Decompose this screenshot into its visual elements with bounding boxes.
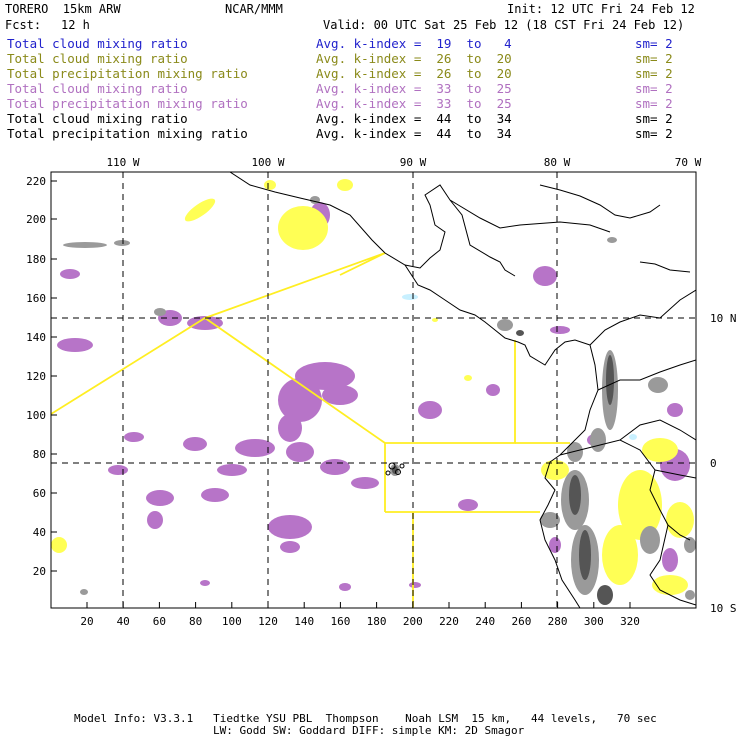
longitude-label: 70 W	[675, 156, 702, 169]
legend-smoothing: sm= 2	[635, 36, 673, 51]
y-tick-label: 80	[33, 448, 46, 461]
y-tick-label: 140	[26, 331, 46, 344]
x-tick-label: 220	[439, 615, 459, 625]
map-fields	[51, 172, 696, 608]
y-tick-label: 100	[26, 409, 46, 422]
cloud-areas-yellow	[51, 179, 694, 595]
x-axis: 20 40 60 80 100 120 140 160 180 200 220 240 260 280 30…	[80, 602, 640, 625]
legend-kindex: Avg. k-index = 44 to 34	[316, 111, 512, 126]
legend-field: Total cloud mixing ratio	[7, 51, 188, 66]
x-tick-label: 160	[330, 615, 350, 625]
legend-kindex: Avg. k-index = 33 to 25	[316, 96, 512, 111]
latitude-label: 10 N	[710, 312, 737, 325]
y-tick-label: 220	[26, 175, 46, 188]
legend-smoothing: sm= 2	[635, 111, 673, 126]
x-tick-label: 320	[620, 615, 640, 625]
legend-kindex: Avg. k-index = 44 to 34	[316, 126, 512, 141]
x-tick-label: 140	[294, 615, 314, 625]
cloud-areas-cyan	[402, 294, 637, 440]
precipitation-areas-purple	[57, 202, 690, 591]
legend-smoothing: sm= 2	[635, 66, 673, 81]
init-time: Init: 12 UTC Fri 24 Feb 12	[507, 2, 695, 16]
legend-smoothing: sm= 2	[635, 81, 673, 96]
x-tick-label: 300	[584, 615, 604, 625]
latitude-label: 0	[710, 457, 717, 470]
legend-smoothing: sm= 2	[635, 51, 673, 66]
map-figure: 220 200 180 160 140 120 100 80 60 40 20 20 40 60 80 10…	[26, 156, 737, 625]
center-name: NCAR/MMM	[225, 2, 283, 16]
y-tick-label: 40	[33, 526, 46, 539]
longitude-labels: 110 W 100 W 90 W 80 W 70 W	[106, 156, 701, 169]
y-tick-label: 180	[26, 253, 46, 266]
model-title: TORERO 15km ARW	[5, 2, 121, 16]
legend-field: Total precipitation mixing ratio	[7, 66, 248, 81]
legend-kindex: Avg. k-index = 19 to 4	[316, 36, 512, 51]
model-info-line2: LW: Godd SW: Goddard DIFF: simple KM: 2D…	[213, 724, 525, 737]
y-tick-label: 200	[26, 213, 46, 226]
legend-field: Total cloud mixing ratio	[7, 111, 188, 126]
x-tick-label: 260	[511, 615, 531, 625]
longitude-label: 110 W	[106, 156, 139, 169]
longitude-label: 80 W	[544, 156, 571, 169]
y-tick-label: 20	[33, 565, 46, 578]
map-frame	[50, 171, 697, 609]
x-tick-label: 80	[189, 615, 202, 625]
legend-field: Total precipitation mixing ratio	[7, 126, 248, 141]
longitude-label: 100 W	[251, 156, 284, 169]
y-tick-label: 160	[26, 292, 46, 305]
x-tick-label: 100	[222, 615, 242, 625]
legend-field: Total cloud mixing ratio	[7, 36, 188, 51]
legend-kindex: Avg. k-index = 26 to 20	[316, 51, 512, 66]
cloud-areas-gray	[63, 196, 696, 600]
y-tick-label: 120	[26, 370, 46, 383]
forecast-hour: 12 h	[61, 18, 90, 32]
model-info-line1: Model Info: V3.3.1 Tiedtke YSU PBL Thomp…	[74, 712, 657, 725]
valid-time: Valid: 00 UTC Sat 25 Feb 12 (18 CST Fri …	[323, 18, 685, 32]
legend-kindex: Avg. k-index = 33 to 25	[316, 81, 512, 96]
x-tick-label: 280	[548, 615, 568, 625]
legend-smoothing: sm= 2	[635, 126, 673, 141]
legend-kindex: Avg. k-index = 26 to 20	[316, 66, 512, 81]
subregion-boundaries	[51, 252, 570, 608]
latitude-label: 10 S	[710, 602, 737, 615]
x-tick-label: 40	[117, 615, 130, 625]
legend-field: Total precipitation mixing ratio	[7, 96, 248, 111]
graticule	[51, 172, 696, 608]
legend-smoothing: sm= 2	[635, 96, 673, 111]
x-tick-label: 60	[153, 615, 166, 625]
legend-field: Total cloud mixing ratio	[7, 81, 188, 96]
cloud-areas-dark	[392, 330, 614, 605]
x-tick-label: 200	[403, 615, 423, 625]
x-tick-label: 120	[258, 615, 278, 625]
forecast-label: Fcst:	[5, 18, 42, 32]
longitude-label: 90 W	[400, 156, 427, 169]
y-tick-label: 60	[33, 487, 46, 500]
x-tick-label: 180	[367, 615, 387, 625]
x-tick-label: 240	[475, 615, 495, 625]
y-axis: 220 200 180 160 140 120 100 80 60 40 20	[26, 175, 57, 578]
latitude-labels: 10 N 0 10 S	[710, 312, 737, 615]
x-tick-label: 20	[80, 615, 93, 625]
coastlines	[229, 172, 696, 608]
